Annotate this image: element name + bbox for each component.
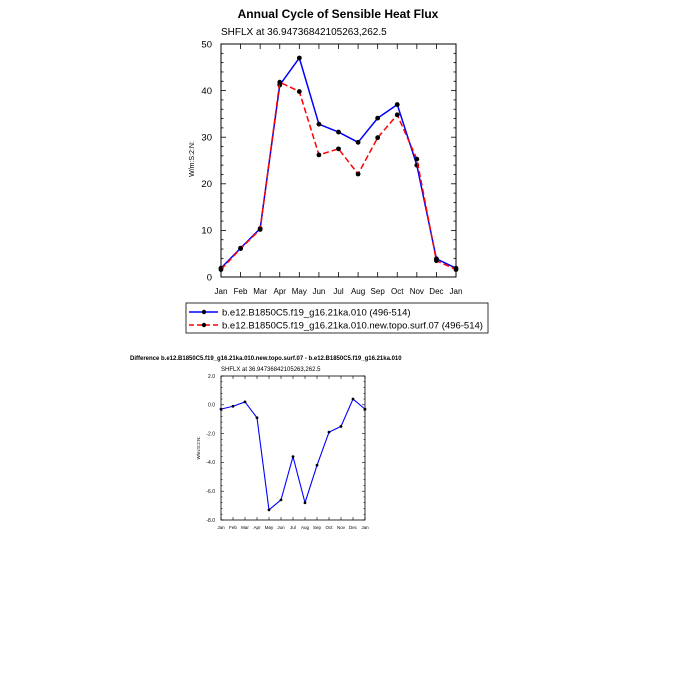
x-tick-label: Mar [241,525,249,530]
x-tick-label: May [292,287,307,296]
series-2-point [414,156,420,162]
series-2-point [434,258,439,264]
x-tick-label: Sep [313,525,322,530]
main-chart-ylabel: W/m:S:2:N: [189,141,196,177]
series-1-point [351,397,355,401]
series-2-point [355,171,361,177]
x-tick-label: Jun [277,525,285,530]
series-1-point [363,407,367,411]
series-1-point [267,508,271,512]
x-tick-label: Aug [351,287,365,296]
series-1-point [279,498,283,502]
series-2-point [238,246,243,251]
x-tick-label: Jan [215,287,228,296]
y-tick-label: 30 [201,133,212,144]
plot-frame [220,43,457,278]
x-tick-label: Jan [217,525,225,530]
y-tick-label: 10 [201,226,212,237]
legend: b.e12.B1850C5.f19_g16.21ka.010 (496-514)… [185,302,489,334]
x-tick-label: Oct [325,525,333,530]
x-tick-label: Mar [253,287,267,296]
y-tick-label: 0 [207,272,212,283]
series-2-point [257,227,263,232]
series-2-point [218,267,224,272]
series-2-point [394,112,400,118]
main-chart-subtitle: SHFLX at 36.94736842105263,262.5 [221,27,387,38]
legend-label: b.e12.B1850C5.f19_g16.21ka.010.new.topo.… [222,321,483,332]
main-chart-title: Annual Cycle of Sensible Heat Flux [238,7,439,21]
x-tick-label: Apr [253,525,261,530]
y-tick-label: -6.0 [206,489,215,495]
main-chart-plot-area: 0 10 20 30 40 50 Jan Feb Mar Apr May Jun Jul Aug Sep Oc… [201,39,462,296]
y-tick-label: 20 [201,179,212,190]
x-tick-label: Jan [450,287,463,296]
series-2-point [336,146,341,152]
difference-chart-ylabel: W/m:S:2:N: [196,436,201,459]
legend-swatch-marker [201,322,207,328]
series-1-point [315,463,319,467]
y-tick-label: 40 [201,86,212,97]
y-tick-label: 0.0 [208,403,215,409]
series-1-point [219,407,223,411]
plot-frame [220,375,366,521]
series-1-point [231,404,235,408]
x-tick-label: Jun [312,287,325,296]
series-2-point [375,135,381,141]
series-1-point [327,430,331,434]
series-1-point [255,416,259,420]
series-1-point [243,400,247,404]
series-1-point [336,129,341,135]
legend-label: b.e12.B1850C5.f19_g16.21ka.010 (496-514) [222,308,411,319]
difference-chart-subtitle: SHFLX at 36.94736842105263,262.5 [221,367,321,373]
x-tick-label: Nov [410,287,424,296]
legend-box [185,302,489,334]
y-tick-label: 2.0 [208,374,215,380]
series-1-point [296,55,302,61]
x-tick-label: Jan [361,525,369,530]
legend-entry-control: b.e12.B1850C5.f19_g16.21ka.010 (496-514) [189,308,411,319]
series-1-point [339,425,343,428]
x-tick-label: Aug [301,525,310,530]
y-tick-label: -8.0 [206,518,215,524]
x-tick-label: Feb [234,287,248,296]
difference-chart-plot-area: -8.0 -6.0 -4.0 -2.0 0.0 2.0 Jan Feb Mar Apr May Jun… [206,374,369,530]
series-2-point [296,89,302,94]
y-tick-label: -4.0 [206,460,215,466]
series-2-point [453,267,459,272]
series-1-point [375,115,381,121]
x-tick-label: Oct [391,287,404,296]
series-1-point [394,102,400,107]
x-tick-label: Jul [290,525,296,530]
series-1-point [355,139,361,145]
series-1-point [291,455,295,459]
x-tick-label: Dec [429,287,443,296]
x-tick-label: Jul [333,287,343,296]
series-2-point [277,79,283,85]
series-line-1 [220,398,366,511]
x-tick-label: Apr [274,287,287,296]
series-2-point [316,152,322,158]
series-1-point [303,501,307,505]
y-tick-label: 50 [201,39,212,50]
legend-swatch-marker [201,309,207,315]
x-tick-label: Dec [349,525,358,530]
y-tick-label: -2.0 [206,431,215,437]
x-tick-label: May [265,525,274,530]
series-line-2 [220,81,457,271]
x-tick-label: Sep [371,287,386,296]
legend-entry-new-topo: b.e12.B1850C5.f19_g16.21ka.010.new.topo.… [189,321,483,332]
series-line-1 [220,57,457,269]
x-tick-label: Feb [229,525,237,530]
x-tick-label: Nov [337,525,346,530]
series-1-point [316,121,322,127]
difference-chart-title: Difference b.e12.B1850C5.f19_g16.21ka.01… [130,356,402,362]
